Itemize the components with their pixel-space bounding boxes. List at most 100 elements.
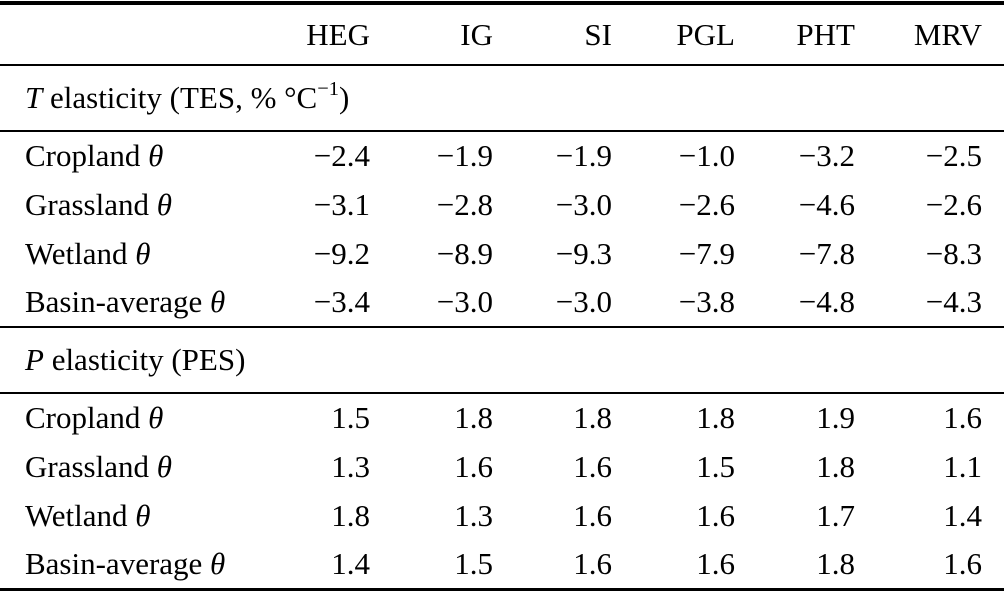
table-cell: −8.9 bbox=[436, 235, 493, 271]
section-title-suffix: ) bbox=[339, 80, 350, 115]
section-header-t-elasticity: T elasticity (TES, % °C−1) bbox=[0, 64, 1004, 132]
column-header-pht: PHT bbox=[735, 3, 855, 66]
table-cell: 1.4 bbox=[943, 497, 982, 533]
table-cell: −1.0 bbox=[678, 138, 735, 173]
table-cell: −2.8 bbox=[436, 186, 493, 222]
theta-symbol: θ bbox=[210, 545, 226, 581]
table-cell: 1.5 bbox=[696, 448, 735, 484]
section-title-symbol: T bbox=[25, 80, 43, 115]
table-row-tes-wetland: Wetland θ −9.2 −8.9 −9.3 −7.9 −7.8 −8.3 bbox=[0, 229, 1004, 278]
table-cell: −9.3 bbox=[555, 235, 612, 271]
table-row-pes-basin-average: Basin-average θ 1.4 1.5 1.6 1.6 1.8 1.6 bbox=[0, 540, 1004, 589]
row-label-text: Cropland bbox=[25, 138, 141, 173]
table-cell: 1.5 bbox=[331, 400, 370, 435]
table-cell: 1.6 bbox=[573, 497, 612, 533]
table-cell: 1.8 bbox=[454, 400, 493, 435]
table-cell: 1.6 bbox=[943, 400, 982, 435]
table-cell: −1.9 bbox=[555, 138, 612, 173]
table-cell: 1.4 bbox=[331, 545, 370, 581]
table-row-pes-cropland: Cropland θ 1.5 1.8 1.8 1.8 1.9 1.6 bbox=[0, 393, 1004, 442]
row-label: Basin-average θ bbox=[0, 540, 250, 589]
row-label: Cropland θ bbox=[0, 393, 250, 442]
table-cell: 1.3 bbox=[454, 497, 493, 533]
table-cell: 1.8 bbox=[573, 400, 612, 435]
section-title: P elasticity (PES) bbox=[0, 326, 1004, 394]
table-cell: 1.6 bbox=[573, 448, 612, 484]
column-header-heg: HEG bbox=[250, 3, 370, 66]
row-label-text: Wetland bbox=[25, 235, 128, 271]
table-row-tes-basin-average: Basin-average θ −3.4 −3.0 −3.0 −3.8 −4.8… bbox=[0, 278, 1004, 327]
table-cell: −2.6 bbox=[925, 186, 982, 222]
table-cell: 1.8 bbox=[696, 400, 735, 435]
theta-symbol: θ bbox=[210, 284, 226, 319]
row-label-text: Basin-average bbox=[25, 545, 203, 581]
table-cell: −3.0 bbox=[555, 186, 612, 222]
section-title: T elasticity (TES, % °C−1) bbox=[0, 64, 1004, 132]
table-row-pes-grassland: Grassland θ 1.3 1.6 1.6 1.5 1.8 1.1 bbox=[0, 442, 1004, 491]
row-label: Basin-average θ bbox=[0, 278, 250, 327]
row-label: Grassland θ bbox=[0, 442, 250, 491]
table-cell: 1.6 bbox=[696, 497, 735, 533]
table-row-tes-cropland: Cropland θ −2.4 −1.9 −1.9 −1.0 −3.2 −2.5 bbox=[0, 131, 1004, 180]
table-row-pes-wetland: Wetland θ 1.8 1.3 1.6 1.6 1.7 1.4 bbox=[0, 491, 1004, 540]
row-label-text: Grassland bbox=[25, 448, 149, 484]
table-cell: −3.2 bbox=[798, 138, 855, 173]
row-label-text: Grassland bbox=[25, 186, 149, 222]
theta-symbol: θ bbox=[156, 186, 172, 222]
table-cell: −2.6 bbox=[678, 186, 735, 222]
table-cell: −7.9 bbox=[678, 235, 735, 271]
column-header-mrv: MRV bbox=[855, 3, 1004, 66]
theta-symbol: θ bbox=[135, 235, 151, 271]
section-title-exponent: −1 bbox=[317, 77, 339, 100]
table-cell: −4.6 bbox=[798, 186, 855, 222]
table-cell: −9.2 bbox=[313, 235, 370, 271]
table-cell: −3.4 bbox=[313, 284, 370, 319]
table-cell: −1.9 bbox=[436, 138, 493, 173]
column-header-si: SI bbox=[493, 3, 612, 66]
table-cell: 1.1 bbox=[943, 448, 982, 484]
table-cell: −3.0 bbox=[436, 284, 493, 319]
row-label-text: Wetland bbox=[25, 497, 128, 533]
table-row-tes-grassland: Grassland θ −3.1 −2.8 −3.0 −2.6 −4.6 −2.… bbox=[0, 180, 1004, 229]
table-cell: 1.8 bbox=[816, 545, 855, 581]
theta-symbol: θ bbox=[135, 497, 151, 533]
table-cell: 1.6 bbox=[943, 545, 982, 581]
table-cell: −4.3 bbox=[925, 284, 982, 319]
table-cell: 1.3 bbox=[331, 448, 370, 484]
table-cell: −3.8 bbox=[678, 284, 735, 319]
table-cell: 1.7 bbox=[816, 497, 855, 533]
row-label: Wetland θ bbox=[0, 229, 250, 278]
table-cell: −3.0 bbox=[555, 284, 612, 319]
table-cell: 1.9 bbox=[816, 400, 855, 435]
row-label-text: Cropland bbox=[25, 400, 141, 435]
theta-symbol: θ bbox=[148, 138, 164, 173]
table-cell: −8.3 bbox=[925, 235, 982, 271]
column-header-pgl: PGL bbox=[612, 3, 735, 66]
row-label: Grassland θ bbox=[0, 180, 250, 229]
column-header-ig: IG bbox=[370, 3, 493, 66]
column-header-row: HEG IG SI PGL PHT MRV bbox=[0, 3, 1004, 66]
table-cell: −3.1 bbox=[313, 186, 370, 222]
theta-symbol: θ bbox=[148, 400, 164, 435]
table-cell: 1.6 bbox=[454, 448, 493, 484]
section-header-p-elasticity: P elasticity (PES) bbox=[0, 326, 1004, 394]
table-cell: −2.4 bbox=[313, 138, 370, 173]
section-title-text: elasticity (TES, % °C bbox=[42, 80, 318, 115]
table-cell: 1.6 bbox=[696, 545, 735, 581]
table-cell: −2.5 bbox=[925, 138, 982, 173]
table-cell: 1.5 bbox=[454, 545, 493, 581]
table-cell: 1.6 bbox=[573, 545, 612, 581]
section-title-symbol: P bbox=[25, 342, 44, 377]
section-title-text: elasticity (PES) bbox=[43, 342, 246, 377]
column-header-blank bbox=[0, 3, 250, 66]
row-label-text: Basin-average bbox=[25, 284, 203, 319]
table-cell: −4.8 bbox=[798, 284, 855, 319]
theta-symbol: θ bbox=[156, 448, 172, 484]
table-cell: −7.8 bbox=[798, 235, 855, 271]
table-cell: 1.8 bbox=[331, 497, 370, 533]
row-label: Wetland θ bbox=[0, 491, 250, 540]
table-cell: 1.8 bbox=[816, 448, 855, 484]
row-label: Cropland θ bbox=[0, 131, 250, 180]
